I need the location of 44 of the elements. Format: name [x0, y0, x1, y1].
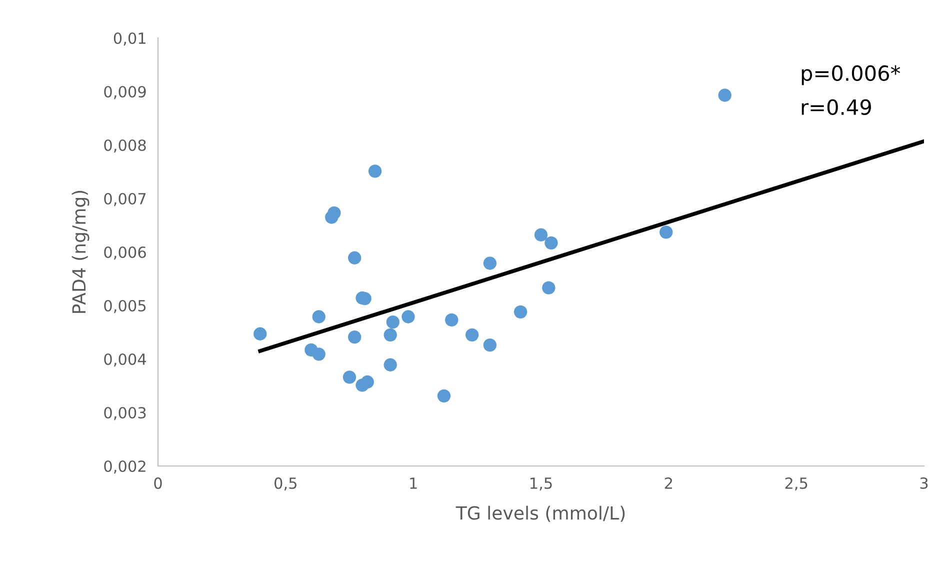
annotation: r=0.49	[802, 99, 871, 116]
y-tick-label: 0,009	[104, 86, 146, 100]
x-tick-label: 3	[920, 477, 928, 489]
y-tick-label: 0,01	[114, 32, 146, 46]
x-tick-label: 2	[664, 477, 672, 489]
point	[514, 305, 528, 319]
y-tick-label: 0,007	[104, 192, 146, 206]
x-tick-label: 0,5	[274, 477, 296, 490]
x-axis-title: TG levels (mmol/L)	[456, 506, 625, 522]
point	[718, 88, 732, 102]
point	[384, 328, 397, 342]
point	[254, 327, 267, 340]
annotation: p=0.006*	[802, 65, 900, 86]
x-tick-label: 2,5	[785, 477, 808, 490]
point	[544, 236, 558, 250]
point	[437, 389, 451, 403]
point	[402, 310, 415, 324]
point	[368, 164, 382, 178]
point	[386, 315, 400, 329]
y-tick-label: 0,002	[104, 460, 146, 474]
y-axis-title: PAD4 (ng/mg)	[72, 190, 90, 313]
point	[534, 228, 548, 242]
point	[312, 310, 326, 324]
x-tick-label: 1,5	[530, 478, 552, 490]
x-tick-label: 0	[154, 477, 162, 489]
y-tick-label: 0,005	[104, 300, 146, 314]
point	[483, 256, 497, 270]
y-tick-label: 0,003	[104, 406, 146, 420]
point	[360, 375, 374, 389]
point	[342, 370, 356, 384]
x-tick-label: 1	[410, 478, 417, 489]
y-tick-label: 0,006	[104, 246, 146, 260]
point	[660, 226, 673, 239]
point	[483, 338, 497, 352]
point	[465, 328, 479, 342]
point	[348, 251, 362, 264]
point	[348, 330, 362, 344]
point	[445, 313, 458, 327]
y-tick-label: 0,004	[104, 353, 146, 367]
point	[328, 206, 341, 220]
point	[312, 348, 326, 361]
y-tick-label: 0,008	[104, 139, 146, 153]
point	[542, 281, 556, 294]
point	[384, 358, 397, 372]
